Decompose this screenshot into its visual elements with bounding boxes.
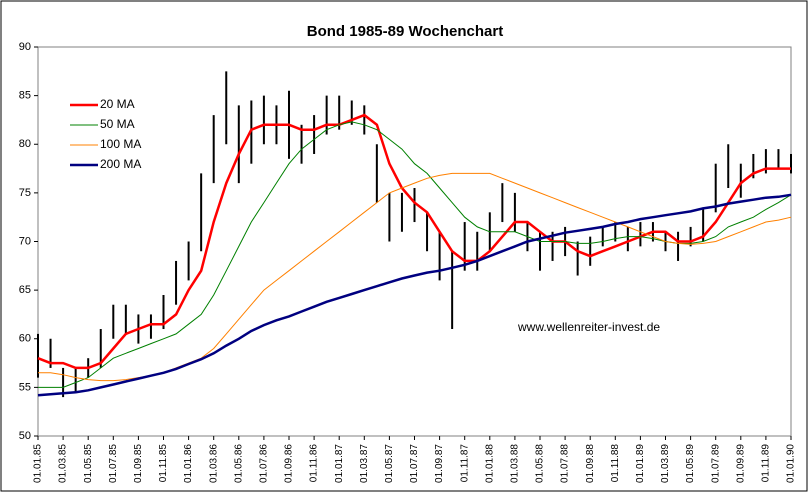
ma-line <box>37 193 792 397</box>
x-tick-label: 01.09.87 <box>434 444 445 483</box>
x-tick-label: 01.01.86 <box>183 444 194 483</box>
y-tick-label: 90 <box>19 41 31 53</box>
x-tick-label: 01.11.88 <box>610 444 621 483</box>
x-tick-label: 01.07.89 <box>710 444 721 483</box>
x-tick-label: 01.07.87 <box>409 444 420 483</box>
legend-label: 100 MA <box>100 137 141 151</box>
x-tick-label: 01.01.90 <box>786 444 797 483</box>
x-tick-label: 01.09.88 <box>585 444 596 483</box>
x-tick-label: 01.05.88 <box>535 444 546 483</box>
x-tick-label: 01.11.85 <box>158 444 169 483</box>
x-tick-label: 01.03.88 <box>510 444 521 483</box>
y-tick-label: 70 <box>19 235 31 247</box>
x-tick-label: 01.03.86 <box>208 444 219 483</box>
x-tick-label: 01.11.89 <box>761 444 772 483</box>
y-tick-label: 60 <box>19 333 31 345</box>
x-tick-label: 01.03.87 <box>359 444 370 483</box>
legend-label: 20 MA <box>100 97 135 111</box>
x-tick-label: 01.03.85 <box>58 444 69 483</box>
x-tick-label: 01.05.86 <box>233 444 244 483</box>
legend-label: 50 MA <box>100 117 135 131</box>
legend-label: 200 MA <box>100 157 141 171</box>
x-tick-label: 01.11.86 <box>309 444 320 483</box>
y-tick-label: 55 <box>19 381 31 393</box>
x-tick-label: 01.05.89 <box>685 444 696 483</box>
x-tick-label: 01.03.89 <box>660 444 671 483</box>
x-tick-label: 01.07.85 <box>108 444 119 483</box>
y-tick-label: 50 <box>19 430 31 442</box>
x-tick-label: 01.01.88 <box>484 444 495 483</box>
ma-line <box>37 113 791 370</box>
x-tick-label: 01.11.87 <box>459 444 470 483</box>
chart-title: Bond 1985-89 Wochenchart <box>307 23 503 40</box>
y-tick-label: 80 <box>19 138 31 150</box>
y-tick-label: 65 <box>19 284 31 296</box>
x-tick-label: 01.09.89 <box>735 444 746 483</box>
x-tick-label: 01.01.87 <box>334 444 345 483</box>
x-tick-label: 01.01.89 <box>635 444 646 483</box>
y-tick-label: 75 <box>19 187 31 199</box>
x-tick-label: 01.07.86 <box>259 444 270 483</box>
x-tick-label: 01.05.87 <box>384 444 395 483</box>
x-tick-label: 01.01.85 <box>33 444 44 483</box>
x-tick-label: 01.09.86 <box>284 444 295 483</box>
x-tick-label: 01.09.85 <box>133 444 144 483</box>
x-tick-label: 01.07.88 <box>560 444 571 483</box>
y-tick-label: 85 <box>19 90 31 102</box>
annotation: www.wellenreiter-invest.de <box>517 320 660 334</box>
x-tick-label: 01.05.85 <box>83 444 94 483</box>
